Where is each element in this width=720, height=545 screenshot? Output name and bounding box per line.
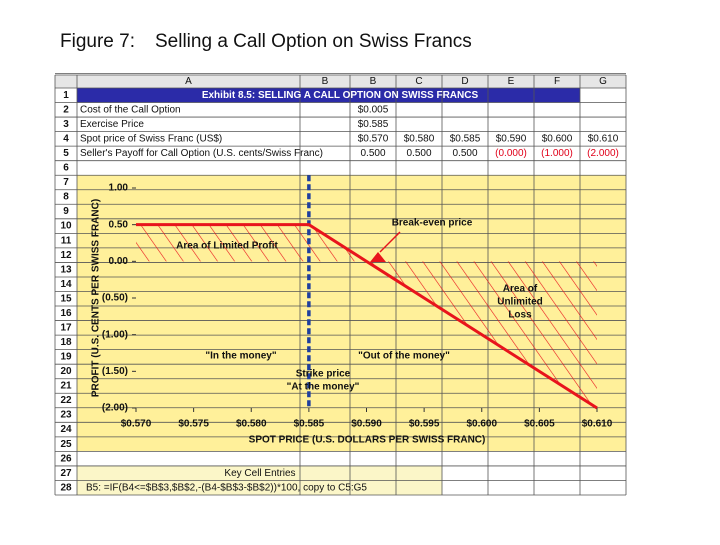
- row-header: 7: [63, 177, 69, 188]
- key-formula: B5: =IF(B4<=$B$3,$B$2,-(B4-$B$3-$B$2))*1…: [86, 482, 367, 493]
- row-header: 16: [60, 308, 72, 319]
- row-header: 17: [60, 322, 72, 333]
- annotation: Unlimited: [497, 297, 543, 308]
- cell-value: $0.600: [542, 134, 573, 145]
- x-tick-label: $0.575: [178, 419, 209, 430]
- cell-value: $0.590: [496, 134, 527, 145]
- row-label: Exercise Price: [80, 119, 144, 130]
- row-label: Spot price of Swiss Franc (US$): [80, 134, 222, 145]
- cell-value: $0.580: [404, 134, 435, 145]
- cell-value: $0.610: [588, 134, 619, 145]
- row-header: 19: [60, 352, 72, 363]
- row-header: 14: [60, 279, 72, 290]
- x-tick-label: $0.570: [121, 419, 152, 430]
- payoff-line: [136, 223, 598, 410]
- row-label: Seller's Payoff for Call Option (U.S. ce…: [80, 148, 323, 159]
- column-header: A: [185, 76, 192, 87]
- row-header: 15: [60, 293, 72, 304]
- chart: 1.00 0.50 0.00 (0.50) (1.00) (1.50) (2.00) $0.5…: [91, 175, 613, 446]
- annotation: Area of: [503, 284, 538, 295]
- row-header: 12: [60, 250, 72, 261]
- row-header: 23: [60, 410, 72, 421]
- row-label: Cost of the Call Option: [80, 104, 181, 115]
- annotation: Break-even price: [392, 218, 473, 229]
- row-header: 3: [63, 119, 69, 130]
- row-header: 28: [60, 482, 72, 493]
- header-background: [55, 75, 626, 88]
- y-tick-label: (2.00): [102, 403, 128, 414]
- break-even-pointer: [370, 252, 386, 262]
- column-header: F: [554, 76, 560, 87]
- x-tick-label: $0.605: [524, 419, 555, 430]
- row-header: 1: [63, 90, 69, 101]
- row-header: 18: [60, 337, 72, 348]
- figure-title: Selling a Call Option on Swiss Francs: [155, 31, 472, 52]
- break-even-arrow: [379, 231, 401, 253]
- row-header: 13: [60, 264, 72, 275]
- figure-label: Figure 7:: [60, 31, 135, 52]
- annotation: "Out of the money": [358, 351, 450, 362]
- row-header: 24: [60, 424, 72, 435]
- key-title: Key Cell Entries: [224, 468, 295, 479]
- column-header: B: [322, 76, 329, 87]
- x-tick-label: $0.580: [236, 419, 267, 430]
- row-header: 25: [60, 439, 72, 450]
- y-tick-label: 0.00: [109, 256, 129, 267]
- cell-value: 0.500: [360, 148, 385, 159]
- annotation: Loss: [508, 310, 532, 321]
- x-tick-label: $0.610: [582, 419, 613, 430]
- row-header: 5: [63, 148, 69, 159]
- row-header: 8: [63, 192, 69, 203]
- row-header: 26: [60, 453, 72, 464]
- x-tick-label: $0.590: [351, 419, 382, 430]
- cell-value: $0.585: [450, 134, 481, 145]
- cell-value: $0.570: [358, 134, 389, 145]
- y-tick-label: (0.50): [102, 293, 128, 304]
- annotation: Area of Limited Profit: [176, 241, 278, 252]
- y-tick-label: (1.50): [102, 366, 128, 377]
- row-header: 6: [63, 163, 69, 174]
- exhibit-bar: [77, 88, 580, 103]
- column-header: D: [461, 76, 468, 87]
- x-tick-label: $0.595: [409, 419, 440, 430]
- row-header: 9: [63, 206, 69, 217]
- y-tick-label: 0.50: [109, 219, 129, 230]
- y-axis-title: PROFIT (U.S. CENTS PER SWISS FRANC): [91, 199, 102, 397]
- annotation: Strike price: [296, 369, 351, 380]
- row-header: 27: [60, 468, 72, 479]
- cell-value: (1.000): [541, 148, 573, 159]
- x-axis-title: SPOT PRICE (U.S. DOLLARS PER SWISS FRANC…: [249, 435, 486, 446]
- row-header: 21: [60, 381, 72, 392]
- exhibit-title: Exhibit 8.5: SELLING A CALL OPTION ON SW…: [202, 90, 479, 101]
- row-header: 11: [61, 235, 72, 246]
- cell-value: $0.005: [358, 104, 389, 115]
- column-header: C: [415, 76, 422, 87]
- column-header: G: [599, 76, 607, 87]
- annotation: "In the money": [205, 351, 276, 362]
- row-header: 10: [60, 221, 72, 232]
- cell-value: 0.500: [406, 148, 431, 159]
- row-header: 2: [63, 104, 69, 115]
- row-header: 20: [60, 366, 72, 377]
- row-header: 4: [63, 134, 69, 145]
- y-tick-label: (1.00): [102, 329, 128, 340]
- cell-value: $0.585: [358, 119, 389, 130]
- x-tick-label: $0.585: [294, 419, 325, 430]
- y-tick-label: 1.00: [109, 183, 129, 194]
- cell-value: (2.000): [587, 148, 619, 159]
- row-header: 22: [60, 395, 72, 406]
- column-header: B: [370, 76, 377, 87]
- cell-value: 0.500: [452, 148, 477, 159]
- annotation: "At the money": [287, 382, 360, 393]
- column-header: E: [508, 76, 515, 87]
- x-tick-label: $0.600: [466, 419, 497, 430]
- cell-value: (0.000): [495, 148, 527, 159]
